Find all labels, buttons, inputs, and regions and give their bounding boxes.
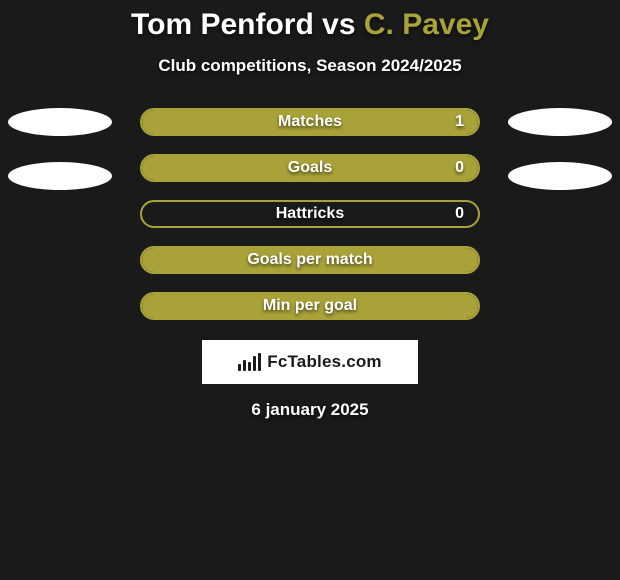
stats-area: Matches 1 Goals 0 Hattricks 0 Goals per match M… — [0, 108, 620, 320]
player1-name: Tom Penford — [131, 8, 314, 41]
comparison-card: Tom Penford vs C. Pavey Club competition… — [0, 0, 620, 420]
stat-bar-label: Min per goal — [263, 297, 357, 315]
stat-bar-label: Goals per match — [247, 251, 372, 269]
player1-stat-ellipse — [8, 162, 112, 190]
stat-bar-value: 1 — [455, 113, 464, 131]
stat-bar-value: 0 — [455, 159, 464, 177]
player1-stat-ellipse — [8, 108, 112, 136]
stat-bar-label: Hattricks — [276, 205, 344, 223]
player2-stat-ellipse — [508, 108, 612, 136]
stat-bar-value: 0 — [455, 205, 464, 223]
subtitle: Club competitions, Season 2024/2025 — [0, 56, 620, 76]
fctables-logo[interactable]: FcTables.com — [202, 340, 418, 384]
stat-bar: Goals per match — [140, 246, 480, 274]
logo-text: FcTables.com — [267, 352, 382, 372]
date: 6 january 2025 — [0, 400, 620, 420]
stat-bars: Matches 1 Goals 0 Hattricks 0 Goals per match M… — [140, 108, 480, 320]
page-title: Tom Penford vs C. Pavey — [0, 8, 620, 42]
stat-bar: Hattricks 0 — [140, 200, 480, 228]
stat-bar-label: Matches — [278, 113, 342, 131]
stat-bar: Goals 0 — [140, 154, 480, 182]
chart-icon — [238, 353, 261, 371]
player2-stat-ellipse — [508, 162, 612, 190]
stat-bar-label: Goals — [288, 159, 332, 177]
left-ellipses — [8, 108, 112, 190]
right-ellipses — [508, 108, 612, 190]
player2-name: C. Pavey — [364, 8, 489, 41]
stat-bar: Min per goal — [140, 292, 480, 320]
vs-text: vs — [322, 8, 355, 41]
stat-bar: Matches 1 — [140, 108, 480, 136]
